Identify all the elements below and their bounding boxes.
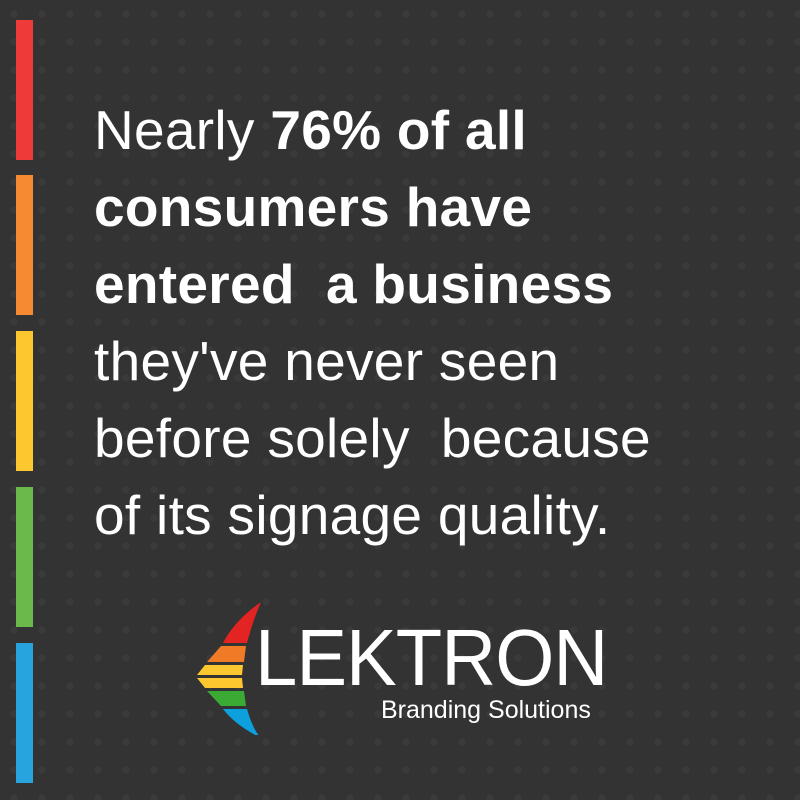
quote-segment: before solely because xyxy=(94,407,651,469)
quote-emphasis: 76% of all xyxy=(270,99,528,161)
quote-text: Nearly 76% of all consumers have entered a… xyxy=(94,92,651,554)
logo-wordmark: LEKTRON xyxy=(255,613,608,702)
rainbow-chevron-icon xyxy=(197,602,261,735)
quote-line: entered a business xyxy=(94,246,651,323)
quote-line: before solely because xyxy=(94,400,651,477)
quote-emphasis: entered a business xyxy=(94,253,614,315)
quote-segment: Nearly xyxy=(94,99,271,161)
quote-segment: they've never seen xyxy=(94,330,560,392)
quote-line: Nearly 76% of all xyxy=(94,92,651,169)
lektron-logo: LEKTRON Branding Solutions xyxy=(195,600,615,735)
color-bar xyxy=(16,175,33,315)
quote-line: they've never seen xyxy=(94,323,651,400)
quote-segment: of its signage quality. xyxy=(94,484,611,546)
quote-line: of its signage quality. xyxy=(94,477,651,554)
quote-line: consumers have xyxy=(94,169,651,246)
quote-emphasis: consumers have xyxy=(94,176,533,238)
color-bar xyxy=(16,331,33,471)
color-bar xyxy=(16,643,33,783)
logo-tagline: Branding Solutions xyxy=(381,696,591,724)
color-bar xyxy=(16,487,33,627)
color-bar xyxy=(16,20,33,160)
